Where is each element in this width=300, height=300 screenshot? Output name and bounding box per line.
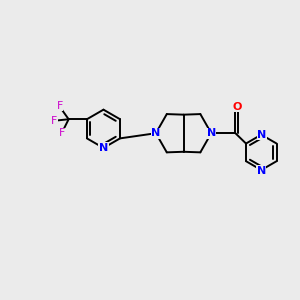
Text: N: N	[257, 130, 266, 140]
Text: N: N	[151, 128, 160, 138]
Text: N: N	[99, 143, 108, 153]
Text: F: F	[51, 116, 57, 126]
Text: O: O	[232, 102, 242, 112]
Text: F: F	[57, 101, 63, 111]
Text: F: F	[59, 128, 65, 138]
Text: N: N	[207, 128, 216, 138]
Text: N: N	[257, 166, 266, 176]
